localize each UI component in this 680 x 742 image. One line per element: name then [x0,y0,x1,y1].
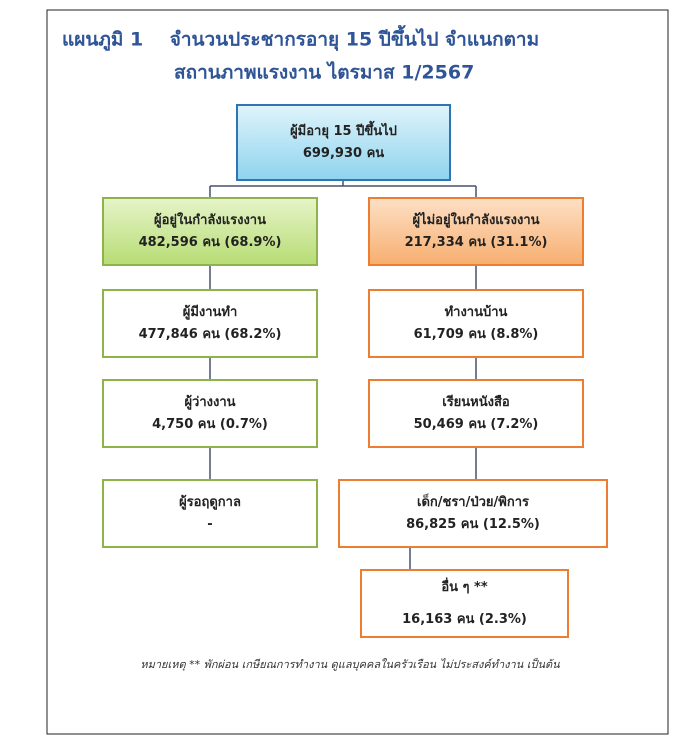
node-box [368,379,584,448]
node-box [338,479,608,548]
node-box [368,289,584,358]
node-label: เรียนหนังสือ [442,394,509,410]
node-value: 16,163 คน (2.3%) [402,612,527,627]
node-label: ผู้ไม่อยู่ในกำลังแรงงาน [412,211,539,228]
node-value: 4,750 คน (0.7%) [152,417,268,432]
node-box [368,197,584,266]
node-label: ผู้มีงานทำ [183,304,238,320]
node-box [102,479,318,548]
title: สถานภาพแรงงาน ไตรมาส 1/2567 [174,61,474,84]
node-box [102,379,318,448]
node-value: 699,930 คน [303,146,384,161]
node-label: ผู้มีอายุ 15 ปีขึ้นไป [290,120,397,139]
frame [46,9,669,735]
node-value: 477,846 คน (68.2%) [139,327,282,342]
node-value: 482,596 คน (68.9%) [139,235,282,250]
node-box [102,197,318,266]
node-label: เด็ก/ชรา/ป่วย/พิการ [417,492,529,510]
title: แผนภูมิ 1 จำนวนประชากรอายุ 15 ปีขึ้นไป จ… [62,25,539,52]
note: หมายเหตุ ** พักผ่อน เกษียณการทำงาน ดูแลบ… [140,657,560,671]
node-label: ผู้รอฤดูกาล [179,494,241,510]
connectors [209,180,477,570]
node-box [102,289,318,358]
node-label: ผู้ว่างงาน [184,394,235,410]
node-label: อื่น ๆ ** [441,577,488,595]
node-value: 50,469 คน (7.2%) [414,417,539,432]
node-label: ทำงานบ้าน [445,304,508,320]
node-value: 86,825 คน (12.5%) [406,517,540,532]
node-value: 61,709 คน (8.8%) [414,327,539,342]
node-value: 217,334 คน (31.1%) [405,235,548,250]
node-box [360,569,569,638]
node-value: - [207,517,212,532]
node-label: ผู้อยู่ในกำลังแรงงาน [154,211,266,228]
node-box [236,104,451,181]
